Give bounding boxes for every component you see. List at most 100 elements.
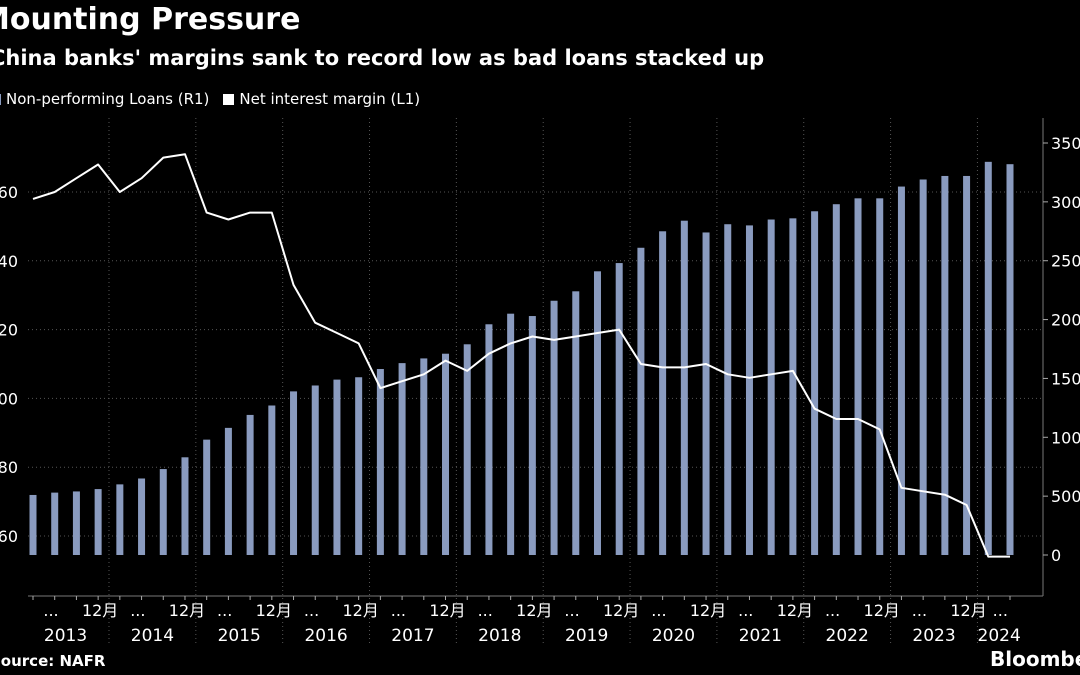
x-axis-ellipsis: ... — [217, 601, 232, 620]
bar-npl — [789, 218, 797, 555]
x-axis-month-label: 12月 — [169, 601, 205, 620]
left-axis-tick-label: 1.80 — [0, 458, 18, 477]
bar-npl — [268, 405, 276, 555]
bar-npl — [485, 324, 493, 555]
x-axis: ... 12月 2013... 12月 2014... 12月 2015... 12月 2016… — [28, 595, 1043, 646]
x-axis-month-label: 12月 — [603, 601, 639, 620]
x-axis-year-label: 2017 — [391, 626, 434, 646]
x-axis-year-label: 2023 — [912, 626, 955, 646]
bar-npl — [854, 198, 862, 555]
bar-npl — [224, 427, 232, 555]
x-axis-month-label: 12月 — [950, 601, 986, 620]
bar-npl — [29, 494, 37, 555]
left-axis: 1.60 1.80 2.00 2.20 2.40 2.60 — [0, 183, 18, 546]
x-axis-ellipsis: ... — [738, 601, 753, 620]
source-note: Source: NAFR — [0, 652, 106, 670]
x-axis-ellipsis: ... — [478, 601, 493, 620]
line-nim-path — [32, 153, 1010, 558]
left-axis-tick-label: 2.60 — [0, 183, 18, 202]
right-axis-tick-label: 10000 — [1051, 428, 1080, 447]
chart-title: Mounting Pressure — [0, 2, 301, 37]
bar-npl — [203, 439, 211, 555]
bar-npl — [1006, 164, 1014, 555]
bar-npl — [116, 484, 124, 555]
legend-swatch-npl — [0, 93, 1, 105]
right-axis-tick-label: 0 — [1051, 546, 1061, 565]
x-axis-year-label: 2022 — [826, 626, 869, 646]
bar-npl — [463, 344, 471, 555]
bar-npl — [876, 198, 884, 555]
legend-item-nim: Net interest margin (L1) — [223, 90, 420, 108]
legend-item-npl: Non-performing Loans (R1) — [0, 90, 209, 108]
legend-label-nim: Net interest margin (L1) — [239, 90, 421, 108]
left-axis-tick-label: 2.40 — [0, 252, 18, 271]
grid — [28, 118, 1043, 646]
x-axis-ellipsis: ... — [993, 601, 1008, 620]
bar-npl — [376, 369, 384, 555]
bar-npl — [615, 263, 623, 555]
bar-npl — [51, 492, 59, 555]
x-axis-year-label: 2019 — [565, 626, 608, 646]
bar-npl — [984, 161, 992, 555]
x-axis-month-label: 12月 — [690, 601, 726, 620]
x-axis-ellipsis: ... — [43, 601, 58, 620]
bar-npl — [832, 204, 840, 555]
bar-npl — [398, 363, 406, 555]
right-axis-tick-label: 25000 — [1051, 252, 1080, 271]
right-axis-tick-label: 20000 — [1051, 311, 1080, 330]
right-axis-tick-label: 5000 — [1051, 487, 1080, 506]
x-axis-year-label: 2013 — [44, 626, 87, 646]
x-axis-ellipsis: ... — [825, 601, 840, 620]
bar-npl — [442, 353, 450, 555]
line-nim — [32, 153, 1010, 558]
x-axis-ellipsis: ... — [391, 601, 406, 620]
x-axis-month-label: 12月 — [82, 601, 118, 620]
bar-npl — [333, 379, 341, 555]
x-axis-month-label: 12月 — [256, 601, 292, 620]
bar-npl — [507, 313, 515, 555]
x-axis-month-label: 12月 — [516, 601, 552, 620]
x-axis-month-label: 12月 — [429, 601, 465, 620]
bar-npl — [550, 300, 558, 555]
bars-npl — [29, 161, 1014, 556]
bar-npl — [811, 211, 819, 555]
x-axis-ellipsis: ... — [651, 601, 666, 620]
legend-label-npl: Non-performing Loans (R1) — [6, 90, 210, 108]
x-axis-year-label: 2014 — [131, 626, 174, 646]
left-axis-tick-label: 2.00 — [0, 389, 18, 408]
right-axis-tick-label: 35000 — [1051, 134, 1080, 153]
bar-npl — [919, 179, 927, 555]
left-axis-tick-label: 1.60 — [0, 527, 18, 546]
bar-npl — [420, 358, 428, 555]
bar-npl — [311, 385, 319, 555]
x-axis-year-label: 2021 — [739, 626, 782, 646]
bar-npl — [138, 478, 146, 555]
bar-npl — [572, 291, 580, 555]
bar-npl — [246, 414, 254, 555]
x-axis-ellipsis: ... — [564, 601, 579, 620]
bar-npl — [680, 220, 688, 556]
bar-npl — [159, 469, 167, 555]
bar-npl — [724, 224, 732, 556]
x-axis-month-label: 12月 — [777, 601, 813, 620]
x-axis-year-label: 2016 — [304, 626, 347, 646]
bar-npl — [637, 247, 645, 555]
right-axis-tick-label: 15000 — [1051, 369, 1080, 388]
bar-npl — [767, 219, 775, 555]
bar-npl — [659, 231, 667, 556]
bar-npl — [94, 489, 102, 555]
x-axis-ellipsis: ... — [304, 601, 319, 620]
bar-npl — [355, 377, 363, 555]
bar-npl — [897, 186, 905, 555]
legend-swatch-nim — [223, 93, 235, 105]
x-axis-year-label: 2018 — [478, 626, 521, 646]
bar-npl — [963, 175, 971, 555]
legend: Non-performing Loans (R1) Net interest m… — [0, 90, 420, 108]
bar-npl — [181, 457, 189, 555]
right-axis: 0 5000 10000 15000 20000 25000 30000 35000 — [1042, 118, 1080, 596]
bar-npl — [72, 491, 80, 555]
x-axis-ellipsis: ... — [130, 601, 145, 620]
bar-npl — [941, 175, 949, 555]
x-axis-year-label: 2020 — [652, 626, 695, 646]
